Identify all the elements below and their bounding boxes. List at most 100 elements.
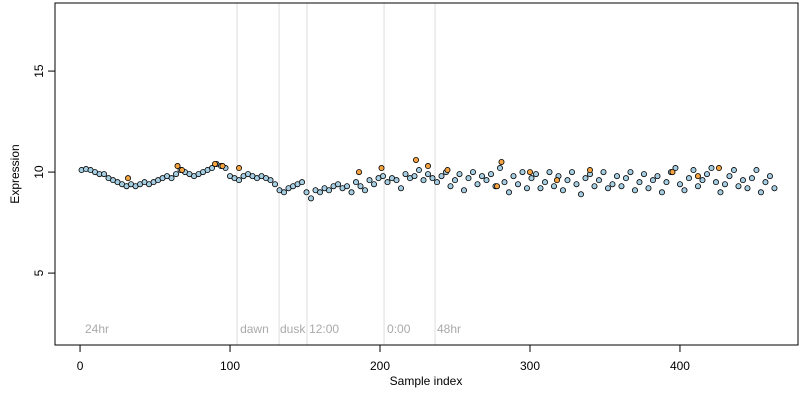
point xyxy=(654,173,661,180)
annotation: 48hr xyxy=(437,322,461,336)
point xyxy=(753,167,760,174)
point xyxy=(541,179,548,186)
point xyxy=(281,189,288,196)
point xyxy=(550,183,557,190)
point xyxy=(694,173,701,180)
point xyxy=(591,183,598,190)
annotation: dawn xyxy=(240,322,269,336)
point xyxy=(600,169,607,176)
point xyxy=(586,167,593,174)
point xyxy=(730,167,737,174)
point xyxy=(715,165,722,172)
point xyxy=(438,173,445,180)
point xyxy=(402,171,409,178)
point xyxy=(762,179,769,186)
point xyxy=(353,179,360,186)
point xyxy=(703,171,710,178)
point xyxy=(356,169,363,176)
point xyxy=(553,177,560,184)
point xyxy=(424,163,431,170)
point xyxy=(348,189,355,196)
point xyxy=(219,163,226,170)
point xyxy=(568,169,575,176)
annotation: 0:00 xyxy=(387,322,411,336)
point xyxy=(335,181,342,188)
point xyxy=(622,175,629,182)
point xyxy=(411,173,418,180)
point xyxy=(721,181,728,188)
point xyxy=(564,177,571,184)
point xyxy=(460,187,467,194)
point xyxy=(595,177,602,184)
point xyxy=(523,185,530,192)
point xyxy=(501,179,508,186)
point xyxy=(640,171,647,178)
point xyxy=(424,171,431,178)
point xyxy=(299,179,306,186)
point xyxy=(393,177,400,184)
point xyxy=(766,173,773,180)
x-tick-label: 400 xyxy=(670,359,690,373)
point xyxy=(609,181,616,188)
point xyxy=(514,181,521,188)
point xyxy=(726,173,733,180)
point xyxy=(649,177,656,184)
point xyxy=(645,185,652,192)
point xyxy=(528,175,535,182)
x-tick-label: 200 xyxy=(370,359,390,373)
point xyxy=(672,165,679,172)
point xyxy=(380,173,387,180)
point xyxy=(272,181,279,188)
point xyxy=(526,169,533,176)
point xyxy=(487,171,494,178)
x-axis-label: Sample index xyxy=(390,374,463,388)
point xyxy=(444,167,451,174)
point xyxy=(236,165,243,172)
point xyxy=(212,161,219,168)
point xyxy=(681,187,688,194)
point xyxy=(685,175,692,182)
point xyxy=(378,165,385,172)
point xyxy=(546,169,553,176)
point xyxy=(577,191,584,198)
point xyxy=(447,183,454,190)
point xyxy=(125,175,132,182)
point xyxy=(493,183,500,190)
point xyxy=(559,187,566,194)
point xyxy=(694,183,701,190)
point xyxy=(469,169,476,176)
point xyxy=(483,177,490,184)
point xyxy=(303,189,310,196)
point xyxy=(236,177,243,184)
y-tick-label: 10 xyxy=(32,165,46,179)
point xyxy=(712,179,719,186)
point xyxy=(735,183,742,190)
point xyxy=(537,185,544,192)
point xyxy=(317,189,324,196)
y-axis-label: Expression xyxy=(8,144,22,203)
point xyxy=(433,179,440,186)
point xyxy=(717,189,724,196)
annotation: 24hr xyxy=(85,322,109,336)
annotation: 12:00 xyxy=(309,322,339,336)
point xyxy=(699,177,706,184)
point xyxy=(669,169,676,176)
point xyxy=(708,165,715,172)
point xyxy=(451,177,458,184)
point xyxy=(748,175,755,182)
point xyxy=(519,169,526,176)
point xyxy=(465,175,472,182)
point xyxy=(663,179,670,186)
point xyxy=(690,167,697,174)
annotation: dusk xyxy=(280,322,306,336)
y-tick-label: 15 xyxy=(32,64,46,78)
point xyxy=(474,181,481,188)
y-tick-label: 5 xyxy=(32,269,46,276)
point xyxy=(618,183,625,190)
point xyxy=(582,175,589,182)
point xyxy=(757,189,764,196)
point xyxy=(179,167,186,174)
point xyxy=(658,189,665,196)
point xyxy=(739,177,746,184)
